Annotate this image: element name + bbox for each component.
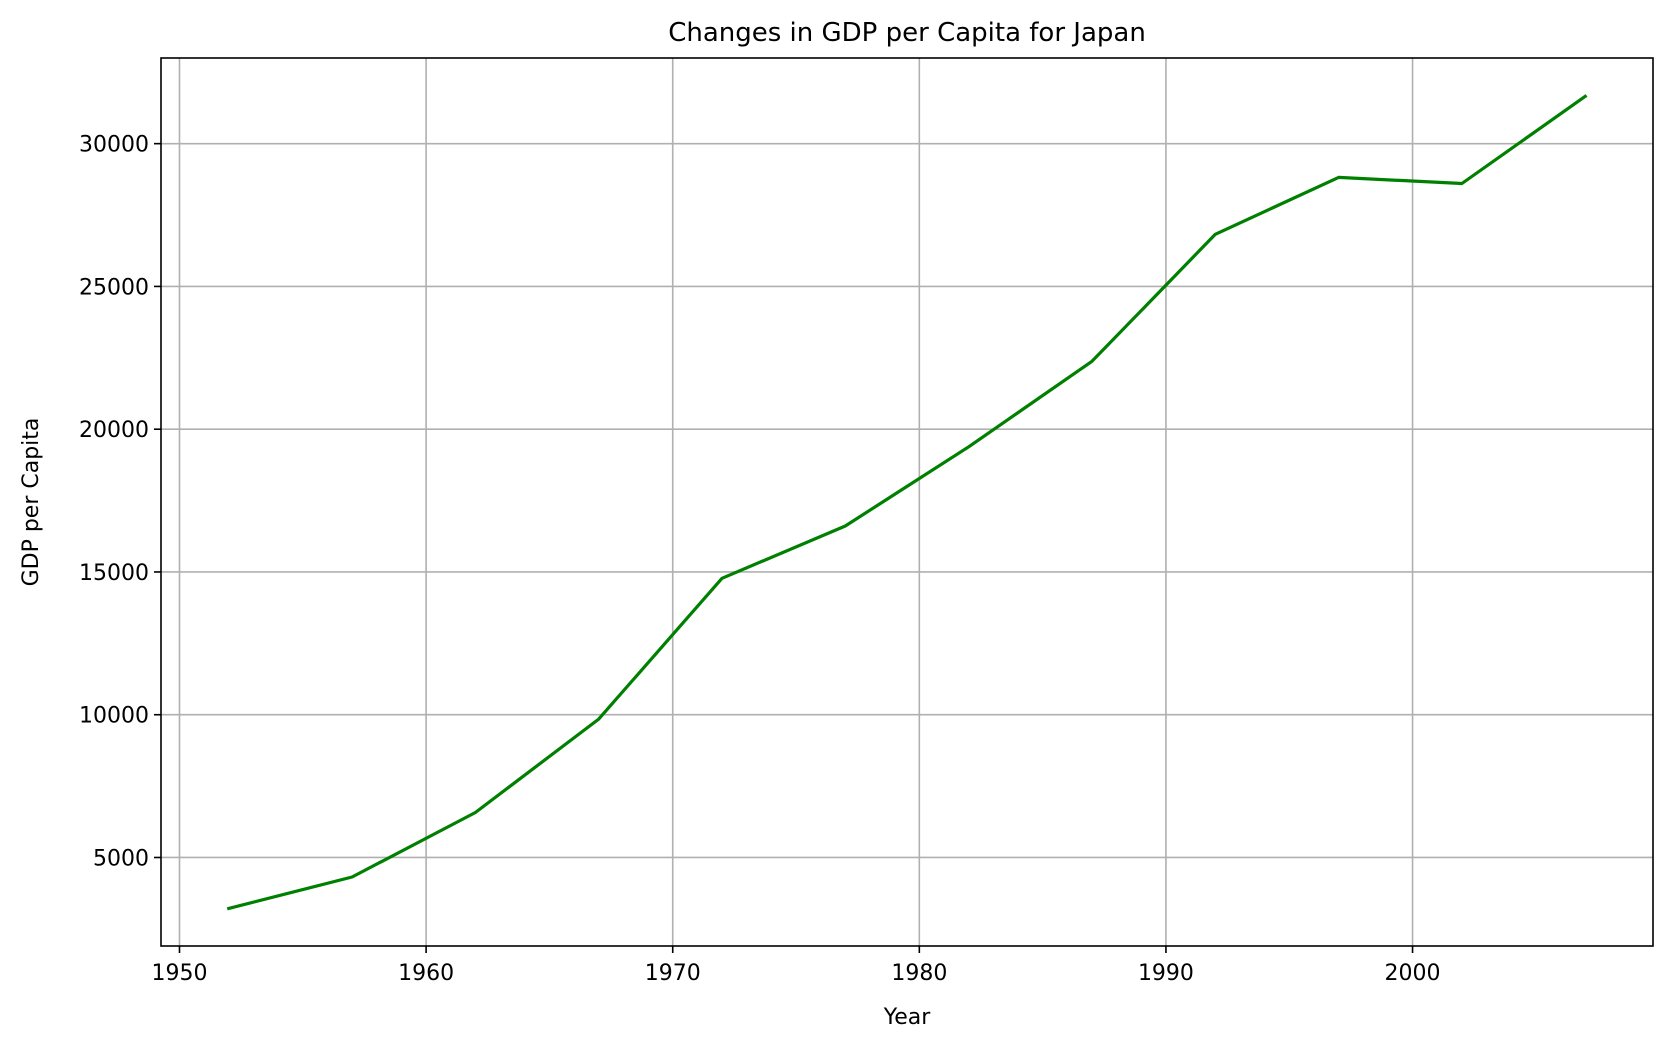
x-tick-label: 1980 [891,961,947,986]
series-layer [226,94,1588,911]
x-tick-label: 1990 [1138,961,1194,986]
y-tick-label: 25000 [79,275,149,300]
x-tick-label: 1970 [645,961,701,986]
x-axis-title: Year [883,1005,932,1030]
y-tick-label: 15000 [79,561,149,586]
chart-title: Changes in GDP per Capita for Japan [668,18,1146,48]
grid [161,58,1653,946]
y-tick-label: 20000 [79,418,149,443]
x-tick-label: 2000 [1385,961,1441,986]
y-tick-label: 30000 [79,133,149,158]
x-tick-label: 1950 [151,961,207,986]
y-tick-label: 10000 [79,704,149,729]
y-axis-title: GDP per Capita [19,418,44,587]
plot-frame [160,57,1654,947]
y-tick-label: 5000 [93,846,149,871]
x-tick-label: 1960 [398,961,454,986]
axis-ticks: 1950 1960 1970 1980 1990 2000 5000 10000 15000 20… [79,133,1441,986]
series-line [226,94,1588,911]
